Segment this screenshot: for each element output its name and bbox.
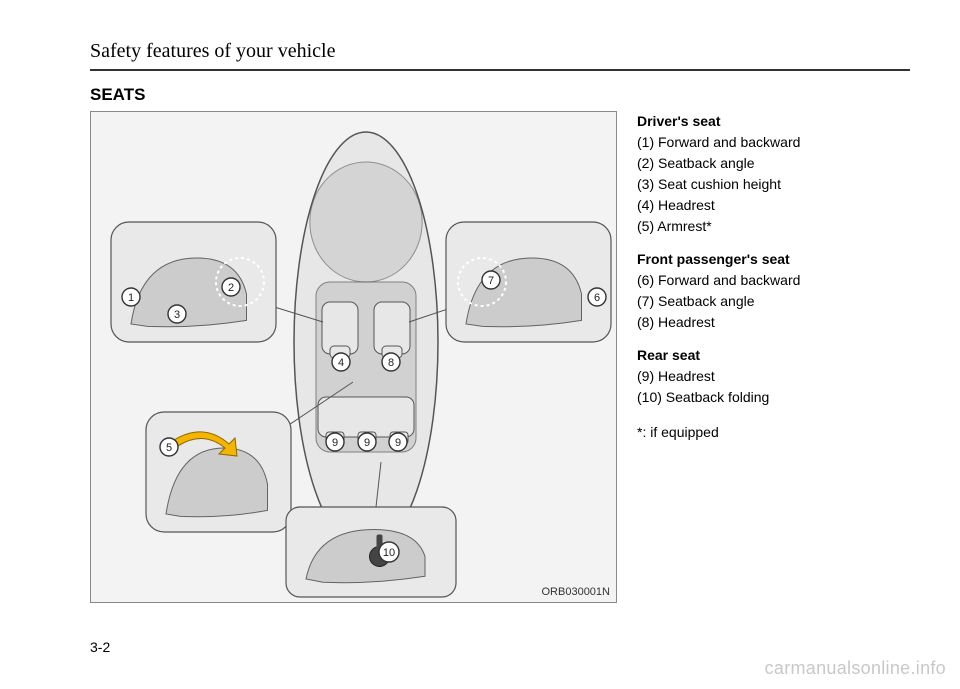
page-number: 3-2 bbox=[90, 639, 110, 655]
legend-item: (7) Seatback angle bbox=[637, 291, 910, 312]
badge-label: 3 bbox=[174, 309, 180, 321]
legend-item: (3) Seat cushion height bbox=[637, 174, 910, 195]
divider bbox=[90, 69, 910, 71]
legend-item: (10) Seatback folding bbox=[637, 387, 910, 408]
badge-label: 4 bbox=[338, 357, 344, 369]
badge-label: 9 bbox=[364, 437, 370, 449]
badge-label: 5 bbox=[166, 442, 172, 454]
legend-group-title: Front passenger's seat bbox=[637, 249, 910, 270]
watermark: carmanualsonline.info bbox=[765, 658, 946, 679]
badge-label: 6 bbox=[594, 292, 600, 304]
badge-label: 9 bbox=[332, 437, 338, 449]
badge-label: 7 bbox=[488, 275, 494, 287]
legend-group-title: Rear seat bbox=[637, 345, 910, 366]
chapter-title: Safety features of your vehicle bbox=[90, 40, 910, 63]
legend-item: (8) Headrest bbox=[637, 312, 910, 333]
badge-label: 10 bbox=[383, 547, 395, 559]
figure-code: ORB030001N bbox=[542, 586, 611, 598]
legend-note: *: if equipped bbox=[637, 422, 910, 443]
seats-diagram: 1 2 3 4 5 6 7 8 9 9 9 10 ORB030001N bbox=[90, 111, 617, 603]
legend-item: (9) Headrest bbox=[637, 366, 910, 387]
legend-group-title: Driver's seat bbox=[637, 111, 910, 132]
section-title: SEATS bbox=[90, 85, 910, 105]
legend-item: (1) Forward and backward bbox=[637, 132, 910, 153]
legend-item: (4) Headrest bbox=[637, 195, 910, 216]
legend-item: (6) Forward and backward bbox=[637, 270, 910, 291]
badge-label: 1 bbox=[128, 292, 134, 304]
badge-label: 9 bbox=[395, 437, 401, 449]
legend-item: (2) Seatback angle bbox=[637, 153, 910, 174]
badge-label: 8 bbox=[388, 357, 394, 369]
legend-item: (5) Armrest* bbox=[637, 216, 910, 237]
legend: Driver's seat(1) Forward and backward(2)… bbox=[637, 111, 910, 603]
badge-label: 2 bbox=[228, 282, 234, 294]
